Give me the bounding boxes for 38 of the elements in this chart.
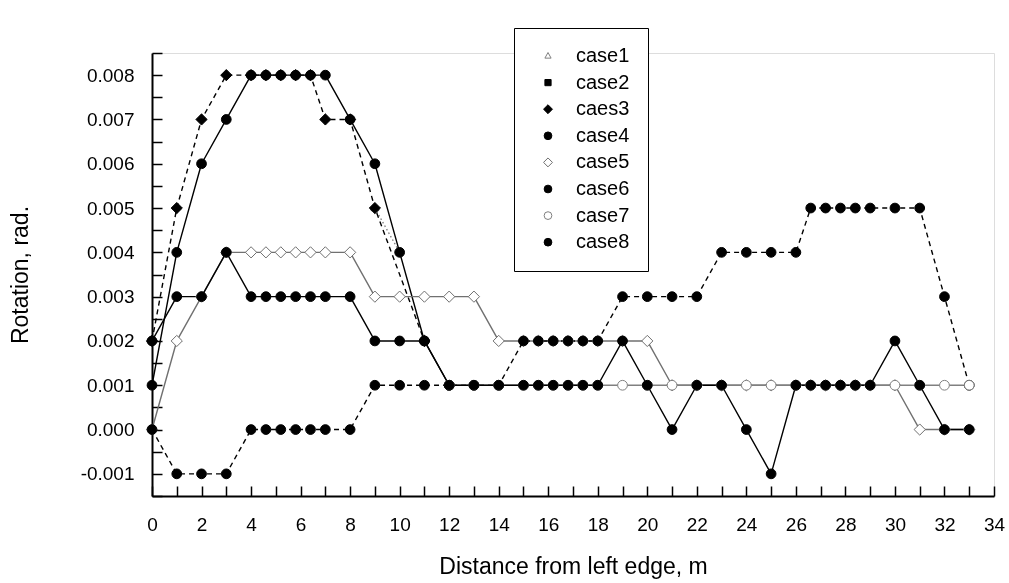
x-tick-label: 16 bbox=[538, 513, 560, 535]
y-tick-label: 0.006 bbox=[86, 153, 135, 175]
x-tick-label: 22 bbox=[686, 513, 708, 535]
y-tick-label: 0.002 bbox=[86, 330, 135, 352]
legend-label: case5 bbox=[576, 150, 630, 173]
x-tick-label: 30 bbox=[884, 513, 907, 535]
x-tick-label: 10 bbox=[389, 513, 411, 535]
y-tick-label: 0.004 bbox=[86, 241, 135, 263]
y-tick-label: 0.007 bbox=[86, 108, 135, 130]
x-axis-title: Distance from left edge, m bbox=[439, 552, 708, 579]
legend-label: case7 bbox=[576, 203, 630, 226]
x-tick-label: 6 bbox=[295, 513, 307, 535]
legend-label: case2 bbox=[576, 70, 630, 93]
x-tick-label: 28 bbox=[835, 513, 857, 535]
x-tick-label: 18 bbox=[587, 513, 609, 535]
legend-label: caes3 bbox=[576, 97, 630, 120]
y-tick-label: 0.001 bbox=[86, 374, 135, 396]
x-tick-label: 32 bbox=[934, 513, 956, 535]
y-axis-title: Rotation, rad. bbox=[6, 205, 33, 345]
x-tick-label: 20 bbox=[637, 513, 659, 535]
legend-label: case6 bbox=[576, 177, 630, 199]
x-tick-label: 8 bbox=[345, 513, 356, 535]
x-tick-label: 26 bbox=[785, 513, 807, 535]
x-tick-label: 2 bbox=[196, 513, 208, 535]
x-tick-label: 4 bbox=[246, 513, 258, 535]
x-tick-label: 34 bbox=[983, 513, 1006, 535]
legend-label: case1 bbox=[576, 44, 630, 66]
legend-label: case4 bbox=[576, 123, 630, 146]
y-tick-label: 0.008 bbox=[86, 64, 135, 86]
x-tick-label: 12 bbox=[439, 513, 461, 535]
y-tick-label: -0.001 bbox=[80, 463, 135, 485]
y-tick-label: 0.003 bbox=[86, 286, 135, 308]
x-tick-label: 0 bbox=[147, 513, 158, 535]
y-tick-label: 0.000 bbox=[86, 419, 135, 441]
legend-label: case8 bbox=[576, 230, 630, 253]
y-tick-label: 0.005 bbox=[86, 197, 135, 219]
x-tick-label: 24 bbox=[736, 513, 758, 535]
x-tick-label: 14 bbox=[488, 513, 511, 535]
